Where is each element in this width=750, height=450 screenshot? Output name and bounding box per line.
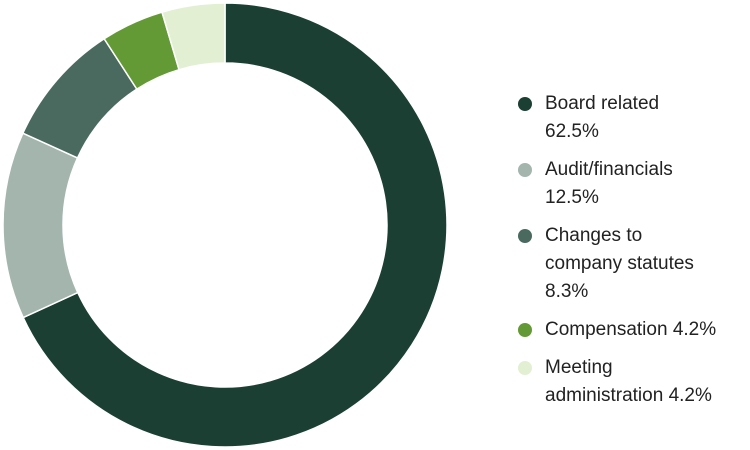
donut (2, 2, 448, 448)
donut-slice (2, 132, 79, 319)
legend-item: Meeting administration 4.2% (518, 354, 718, 410)
legend-swatch (518, 163, 532, 177)
donut-slice (22, 2, 448, 448)
legend-swatch (518, 361, 532, 375)
legend-label: Compensation (545, 319, 668, 340)
legend-swatch (518, 323, 532, 337)
legend-swatch (518, 229, 532, 243)
legend-swatch (518, 97, 532, 111)
legend-item: Audit/financials 12.5% (518, 156, 718, 212)
legend-item: Compensation 4.2% (518, 316, 718, 344)
legend-label: Board related (545, 93, 660, 114)
legend-value: 8.3% (545, 281, 589, 302)
legend-label: Meeting administration (545, 357, 664, 406)
legend-value: 62.5% (545, 121, 599, 142)
legend-label: Changes to company statutes (545, 225, 694, 274)
legend-value: 4.2% (668, 385, 712, 406)
legend-value: 12.5% (545, 187, 599, 208)
legend-item: Board related 62.5% (518, 90, 718, 146)
legend: Board related 62.5% Audit/financials 12.5… (518, 90, 718, 420)
legend-item: Changes to company statutes 8.3% (518, 222, 718, 306)
legend-value: 4.2% (672, 319, 717, 340)
legend-label: Audit/financials (545, 159, 673, 180)
donut-slice (161, 2, 226, 71)
